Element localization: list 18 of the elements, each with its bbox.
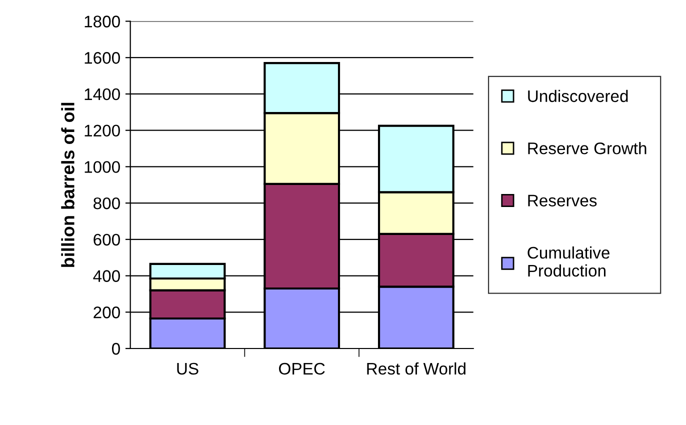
y-tick-label: 800	[94, 197, 120, 210]
legend-label: Reserves	[528, 194, 597, 206]
legend-label: Reserve Growth	[528, 142, 646, 154]
y-tick-label: 1000	[84, 161, 120, 173]
legend-label: Cumulative Production	[528, 246, 610, 277]
x-tick-label: OPEC	[279, 362, 325, 375]
y-tick-label: 1800	[84, 16, 120, 28]
x-tick-label: US	[177, 362, 198, 375]
y-axis-title: billion barrels of oil	[61, 102, 74, 267]
y-tick-label: 1200	[84, 124, 120, 137]
y-tick-label: 600	[94, 234, 120, 246]
y-tick-label: 1600	[84, 52, 120, 64]
y-tick-label: 400	[93, 270, 120, 282]
y-tick-label: 200	[94, 306, 120, 318]
legend-label: Undiscovered	[528, 90, 628, 102]
y-tick-label: 0	[112, 342, 120, 355]
y-tick-label: 1400	[84, 88, 120, 100]
x-tick-label: Rest of World	[367, 362, 466, 375]
